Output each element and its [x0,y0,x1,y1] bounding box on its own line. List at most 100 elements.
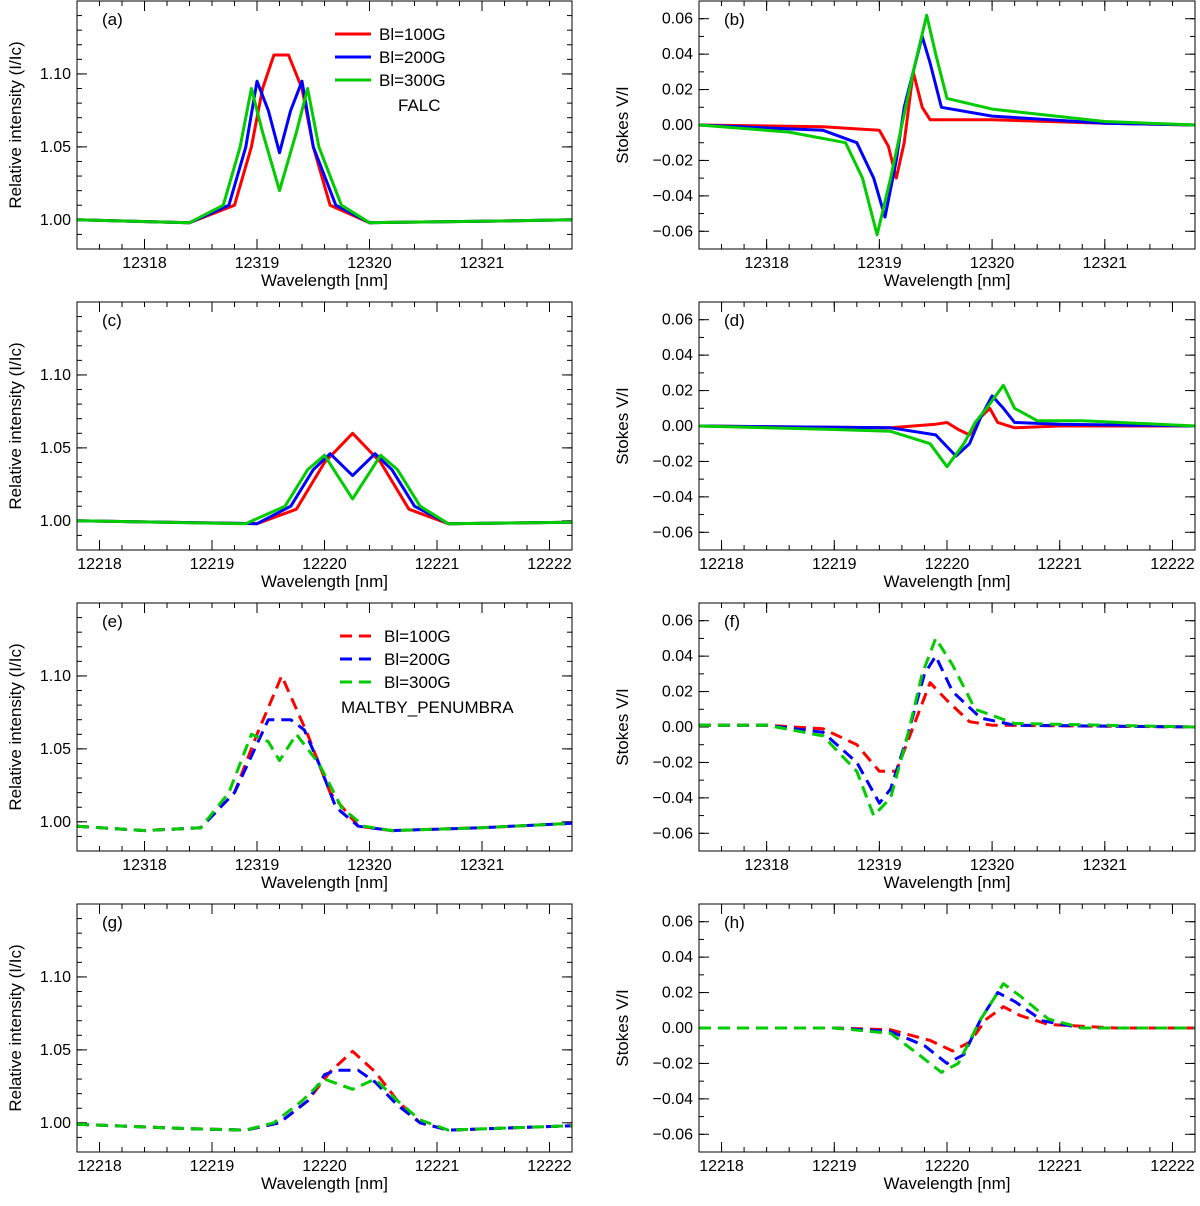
y-tick-label: 0.06 [662,11,693,28]
x-tick-label: 12219 [812,556,857,573]
legend-entry: Bl=200G [384,650,451,669]
series-line-bl-300g [77,87,572,225]
series-line-bl-200g [77,1068,572,1132]
y-tick-label: 1.10 [40,668,71,685]
x-tick-label: 12321 [1083,255,1128,272]
y-tick-label: 0.00 [662,418,693,435]
y-tick-label: −0.02 [653,754,694,771]
legend-note: MALTBY_PENUMBRA [341,698,514,717]
series-group [699,636,1195,818]
x-tick-label: 12320 [970,857,1015,874]
series-group [77,431,572,526]
y-tick-label: 0.02 [662,684,693,701]
legend-note: FALC [398,96,441,115]
panel-c: 12218 12219 12220 12221 12222 1.00 1.05 1.10 Wav… [6,301,573,591]
x-tick-label: 12218 [699,556,744,573]
y-tick-label: 0.00 [662,117,693,134]
plot-frame [76,0,573,250]
panel-label: (g) [102,913,123,932]
series-line-bl-100g [77,431,572,526]
x-axis-label: Wavelength [nm] [261,271,388,290]
y-tick-label: −0.04 [653,489,694,506]
x-tick-label: 12321 [460,255,505,272]
series-line-bl-300g [699,982,1195,1074]
y-tick-label: −0.02 [653,453,694,470]
series-group [699,383,1195,469]
panel-label: (b) [724,10,745,29]
y-tick-label: −0.04 [653,188,694,205]
series-line-bl-200g [699,394,1195,458]
y-tick-label: 0.04 [662,347,693,364]
series-line-bl-300g [699,383,1195,469]
x-tick-label: 12321 [1083,857,1128,874]
x-tick-label: 12318 [744,255,789,272]
y-tick-label: 0.06 [662,914,693,931]
y-tick-label: 1.10 [40,367,71,384]
y-axis-label: Stokes V/I [613,387,632,464]
series-line-bl-300g [77,1077,572,1132]
y-axis-label: Relative intensity (I/Ic) [6,643,25,810]
series-line-bl-200g [77,452,572,526]
y-tick-label: 1.10 [40,66,71,83]
x-axis-label: Wavelength [nm] [261,1174,388,1193]
panel-a: 12318 12319 12320 12321 1.00 1.05 1.10 Waveleng… [6,0,573,290]
y-tick-label: 0.04 [662,648,693,665]
x-tick-label: 12221 [415,556,460,573]
y-tick-label: 0.02 [662,383,693,400]
x-tick-label: 12218 [699,1158,744,1175]
x-tick-label: 12222 [527,556,572,573]
series-group [77,674,572,833]
y-tick-label: 1.00 [40,212,71,229]
x-tick-label: 12222 [527,1158,572,1175]
x-axis-label: Wavelength [nm] [884,572,1011,591]
y-tick-label: 1.00 [40,814,71,831]
panel-g: 12218 12219 12220 12221 12222 1.00 1.05 1.10 Wav… [6,903,573,1193]
x-axis-label: Wavelength [nm] [884,1174,1011,1193]
panel-label: (a) [102,10,123,29]
plot-frame [698,0,1196,250]
x-axis-label: Wavelength [nm] [261,572,388,591]
y-tick-label: 0.02 [662,985,693,1002]
y-tick-label: 1.10 [40,969,71,986]
y-tick-label: −0.04 [653,1091,694,1108]
y-tick-label: −0.06 [653,825,694,842]
y-tick-label: 0.04 [662,46,693,63]
plot-frame [76,301,573,551]
y-tick-label: 0.04 [662,949,693,966]
series-line-bl-100g [699,70,1195,180]
x-axis-label: Wavelength [nm] [884,271,1011,290]
y-axis-label: Relative intensity (I/Ic) [6,944,25,1111]
x-tick-label: 12220 [925,1158,970,1175]
x-tick-label: 12218 [77,556,122,573]
y-tick-label: −0.02 [653,152,694,169]
y-tick-label: 1.05 [40,1042,71,1059]
series-group [699,982,1195,1074]
series-group [77,1049,572,1132]
y-tick-label: 1.05 [40,139,71,156]
x-tick-label: 12219 [190,556,235,573]
y-tick-label: −0.02 [653,1055,694,1072]
x-tick-label: 12319 [857,255,902,272]
x-tick-label: 12221 [1037,1158,1082,1175]
x-tick-label: 12218 [77,1158,122,1175]
panel-e: 12318 12319 12320 12321 1.00 1.05 1.10 Waveleng… [6,602,573,892]
x-tick-label: 12222 [1150,556,1195,573]
y-tick-label: −0.06 [653,524,694,541]
panel-f: 12318 12319 12320 12321 −0.06 −0.04 −0.02 0.00 0… [613,602,1196,892]
legend-entry: Bl=200G [379,48,446,67]
series-group [77,53,572,225]
y-tick-label: −0.06 [653,1126,694,1143]
plot-frame [76,602,573,852]
x-axis-label: Wavelength [nm] [884,873,1011,892]
legend-entry: Bl=100G [384,627,451,646]
y-tick-label: 1.00 [40,1115,71,1132]
y-axis-label: Stokes V/I [613,86,632,163]
y-tick-label: 0.06 [662,613,693,630]
series-line-bl-200g [699,654,1195,805]
y-tick-label: 0.00 [662,719,693,736]
panel-label: (d) [724,311,745,330]
x-tick-label: 12318 [122,857,167,874]
x-tick-label: 12219 [190,1158,235,1175]
series-line-bl-100g [77,1049,572,1132]
legend-entry: Bl=300G [384,673,451,692]
